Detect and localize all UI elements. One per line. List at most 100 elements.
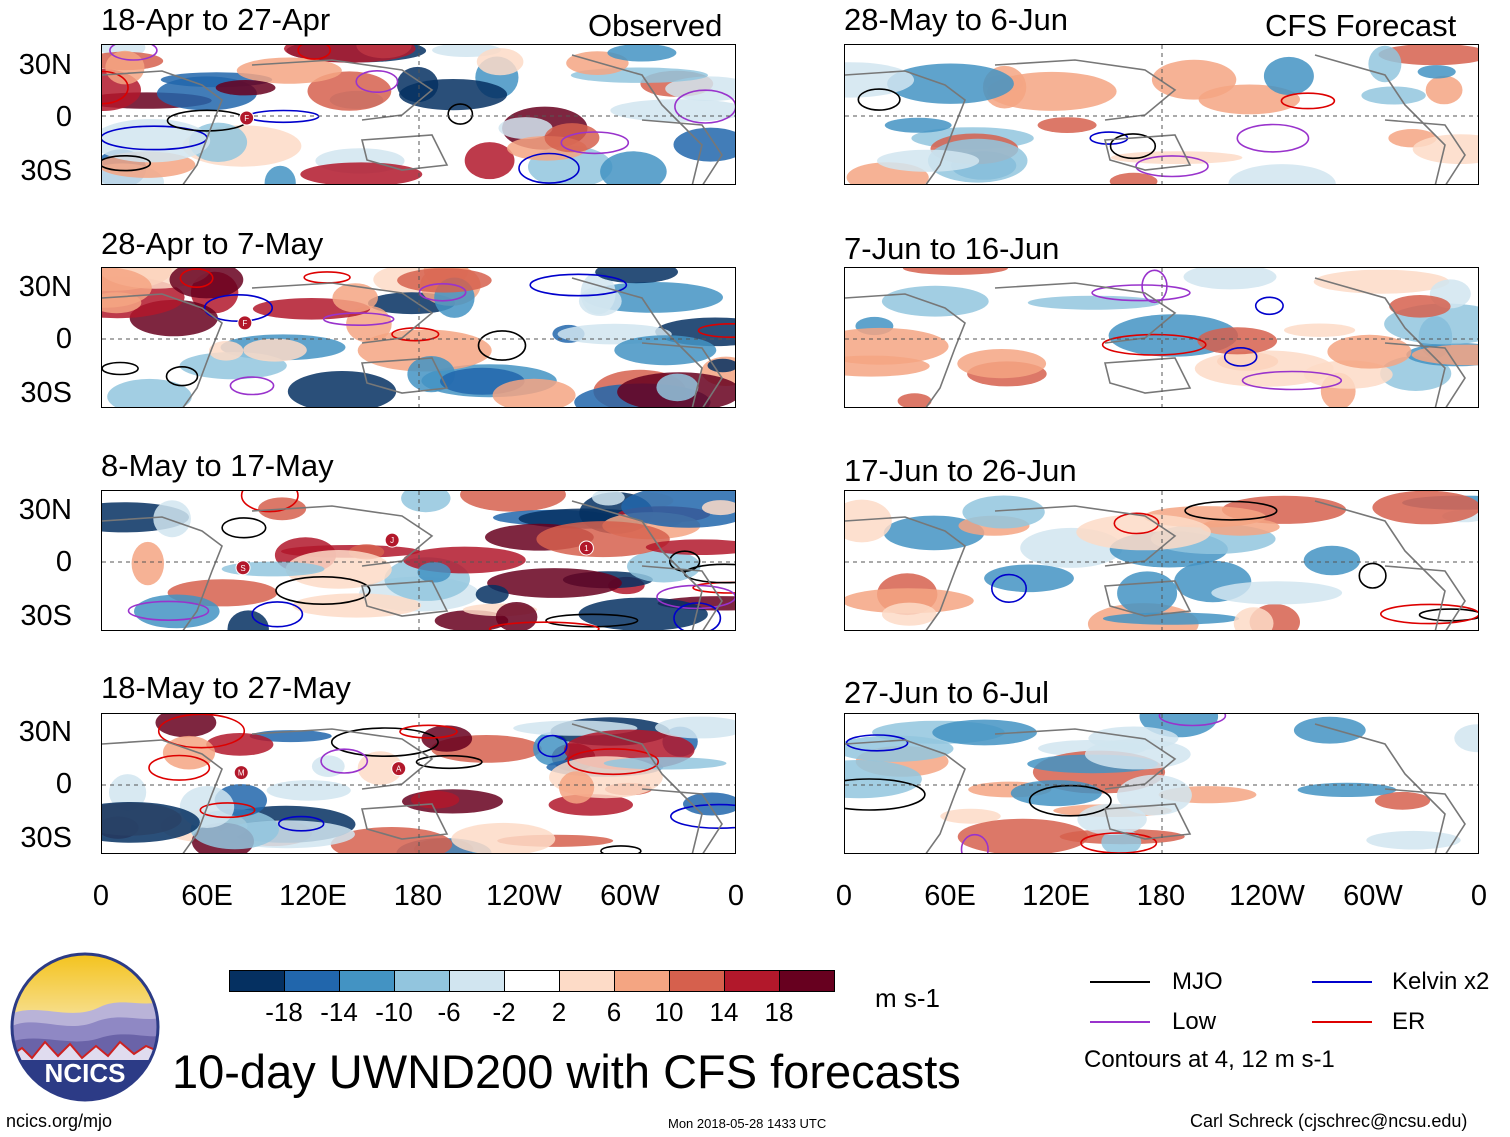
storm-marker-icon: M: [233, 765, 249, 781]
legend-kelvin-label: Kelvin x2: [1392, 968, 1490, 995]
lon-label: 0: [835, 880, 853, 912]
colorbar-tick-label: -18: [265, 997, 303, 1027]
main-title: 10-day UWND200 with CFS forecasts: [172, 1045, 961, 1098]
panel-title-fcst-2: 7-Jun to 16-Jun: [844, 231, 1060, 266]
lon-label: 60E: [181, 880, 233, 912]
lat-30n: 30N: [18, 271, 72, 303]
svg-text:F: F: [242, 319, 247, 328]
lat-30s: 30S: [20, 377, 72, 409]
map-panel-obs-1: F: [101, 44, 736, 185]
panel-title-fcst-1: 28-May to 6-Jun: [844, 2, 1068, 37]
legend-mjo-line: [1090, 981, 1150, 983]
map-field: S J 1: [102, 491, 735, 630]
map-field: [845, 45, 1478, 184]
lat-0: 0: [55, 323, 72, 355]
lon-label: 60W: [1343, 880, 1403, 912]
legend-low-line: [1090, 1021, 1150, 1023]
colorbar-tick-label: 14: [709, 997, 739, 1027]
panel-title-fcst-3: 17-Jun to 26-Jun: [844, 453, 1077, 488]
lat-30n: 30N: [18, 49, 72, 81]
colorbar-tick-label: -6: [437, 997, 461, 1027]
logo-text: NCICS: [45, 1058, 126, 1088]
svg-text:1: 1: [584, 544, 589, 553]
colorbar-box: [339, 970, 395, 992]
svg-text:J: J: [390, 536, 394, 545]
storm-marker-icon: F: [237, 315, 253, 331]
colorbar-units: m s-1: [875, 983, 940, 1013]
svg-text:A: A: [396, 765, 402, 774]
panel-title-obs-4: 18-May to 27-May: [101, 670, 351, 705]
colorbar-box: [614, 970, 670, 992]
footer-author: Carl Schreck (cjschrec@ncsu.edu): [1190, 1111, 1468, 1131]
map-field: [845, 491, 1478, 630]
colorbar-tick-label: 2: [551, 997, 567, 1027]
lat-0: 0: [55, 546, 72, 578]
footer-timestamp: Mon 2018-05-28 1433 UTC: [668, 1116, 827, 1131]
lon-label: 120W: [486, 880, 562, 912]
map-panel-fcst-1: [844, 44, 1479, 185]
lon-label: 60E: [924, 880, 976, 912]
lon-label: 0: [727, 880, 745, 912]
lon-label: 120E: [279, 880, 347, 912]
colorbar-tick-label: 10: [654, 997, 684, 1027]
map-panel-fcst-4: [844, 713, 1479, 854]
lon-label: 180: [1136, 880, 1186, 912]
colorbar-box: [559, 970, 615, 992]
legend-contour-note: Contours at 4, 12 m s-1: [1084, 1046, 1335, 1073]
colorbar-box: [779, 970, 835, 992]
legend-er-label: ER: [1392, 1008, 1426, 1035]
storm-marker-icon: 1: [578, 540, 594, 556]
lat-30s: 30S: [20, 600, 72, 632]
lon-label: 0: [92, 880, 110, 912]
lon-label: 180: [393, 880, 443, 912]
colorbar-tick-label: -14: [320, 997, 358, 1027]
legend-er-line: [1312, 1021, 1372, 1023]
lat-30s: 30S: [20, 822, 72, 854]
lon-label: 120E: [1022, 880, 1090, 912]
colorbar-box: [394, 970, 450, 992]
colorbar-box: [449, 970, 505, 992]
map-panel-obs-3: S J 1: [101, 490, 736, 631]
colorbar-box: [724, 970, 780, 992]
colorbar-tick-label: -2: [492, 997, 516, 1027]
panel-title-obs-1: 18-Apr to 27-Apr: [101, 2, 331, 37]
panel-title-fcst-4: 27-Jun to 6-Jul: [844, 675, 1050, 710]
storm-marker-icon: S: [235, 560, 251, 576]
map-panel-obs-2: F: [101, 267, 736, 408]
forecast-column-label: CFS Forecast: [1265, 8, 1457, 43]
lat-0: 0: [55, 101, 72, 133]
footer-url: ncics.org/mjo: [6, 1111, 113, 1131]
svg-text:S: S: [240, 564, 245, 573]
colorbar-tick-label: 18: [764, 997, 794, 1027]
lat-0: 0: [55, 768, 72, 800]
storm-marker-icon: F: [239, 110, 255, 126]
lon-label: 0: [1470, 880, 1488, 912]
lat-30s: 30S: [20, 155, 72, 187]
observed-column-label: Observed: [588, 8, 723, 43]
colorbar-box: [504, 970, 560, 992]
ncics-logo: NCICS: [10, 952, 160, 1102]
legend-kelvin-line: [1312, 981, 1372, 983]
panel-title-obs-3: 8-May to 17-May: [101, 448, 334, 483]
map-panel-fcst-3: [844, 490, 1479, 631]
svg-text:F: F: [244, 114, 249, 123]
lat-30n: 30N: [18, 716, 72, 748]
map-field: F: [102, 268, 735, 407]
colorbar-tick-label: 6: [606, 997, 622, 1027]
lat-30n: 30N: [18, 494, 72, 526]
colorbar-tick-label: -10: [375, 997, 413, 1027]
map-field: [845, 714, 1478, 853]
panel-title-obs-2: 28-Apr to 7-May: [101, 226, 324, 261]
map-panel-fcst-2: [844, 267, 1479, 408]
colorbar-box: [284, 970, 340, 992]
storm-marker-icon: J: [384, 532, 400, 548]
lon-label: 60W: [600, 880, 660, 912]
lon-label: 120W: [1229, 880, 1305, 912]
svg-text:M: M: [238, 769, 245, 778]
map-field: [845, 268, 1478, 407]
legend-low-label: Low: [1172, 1008, 1217, 1035]
map-field: F: [102, 45, 735, 184]
colorbar-box: [669, 970, 725, 992]
storm-marker-icon: A: [391, 761, 407, 777]
